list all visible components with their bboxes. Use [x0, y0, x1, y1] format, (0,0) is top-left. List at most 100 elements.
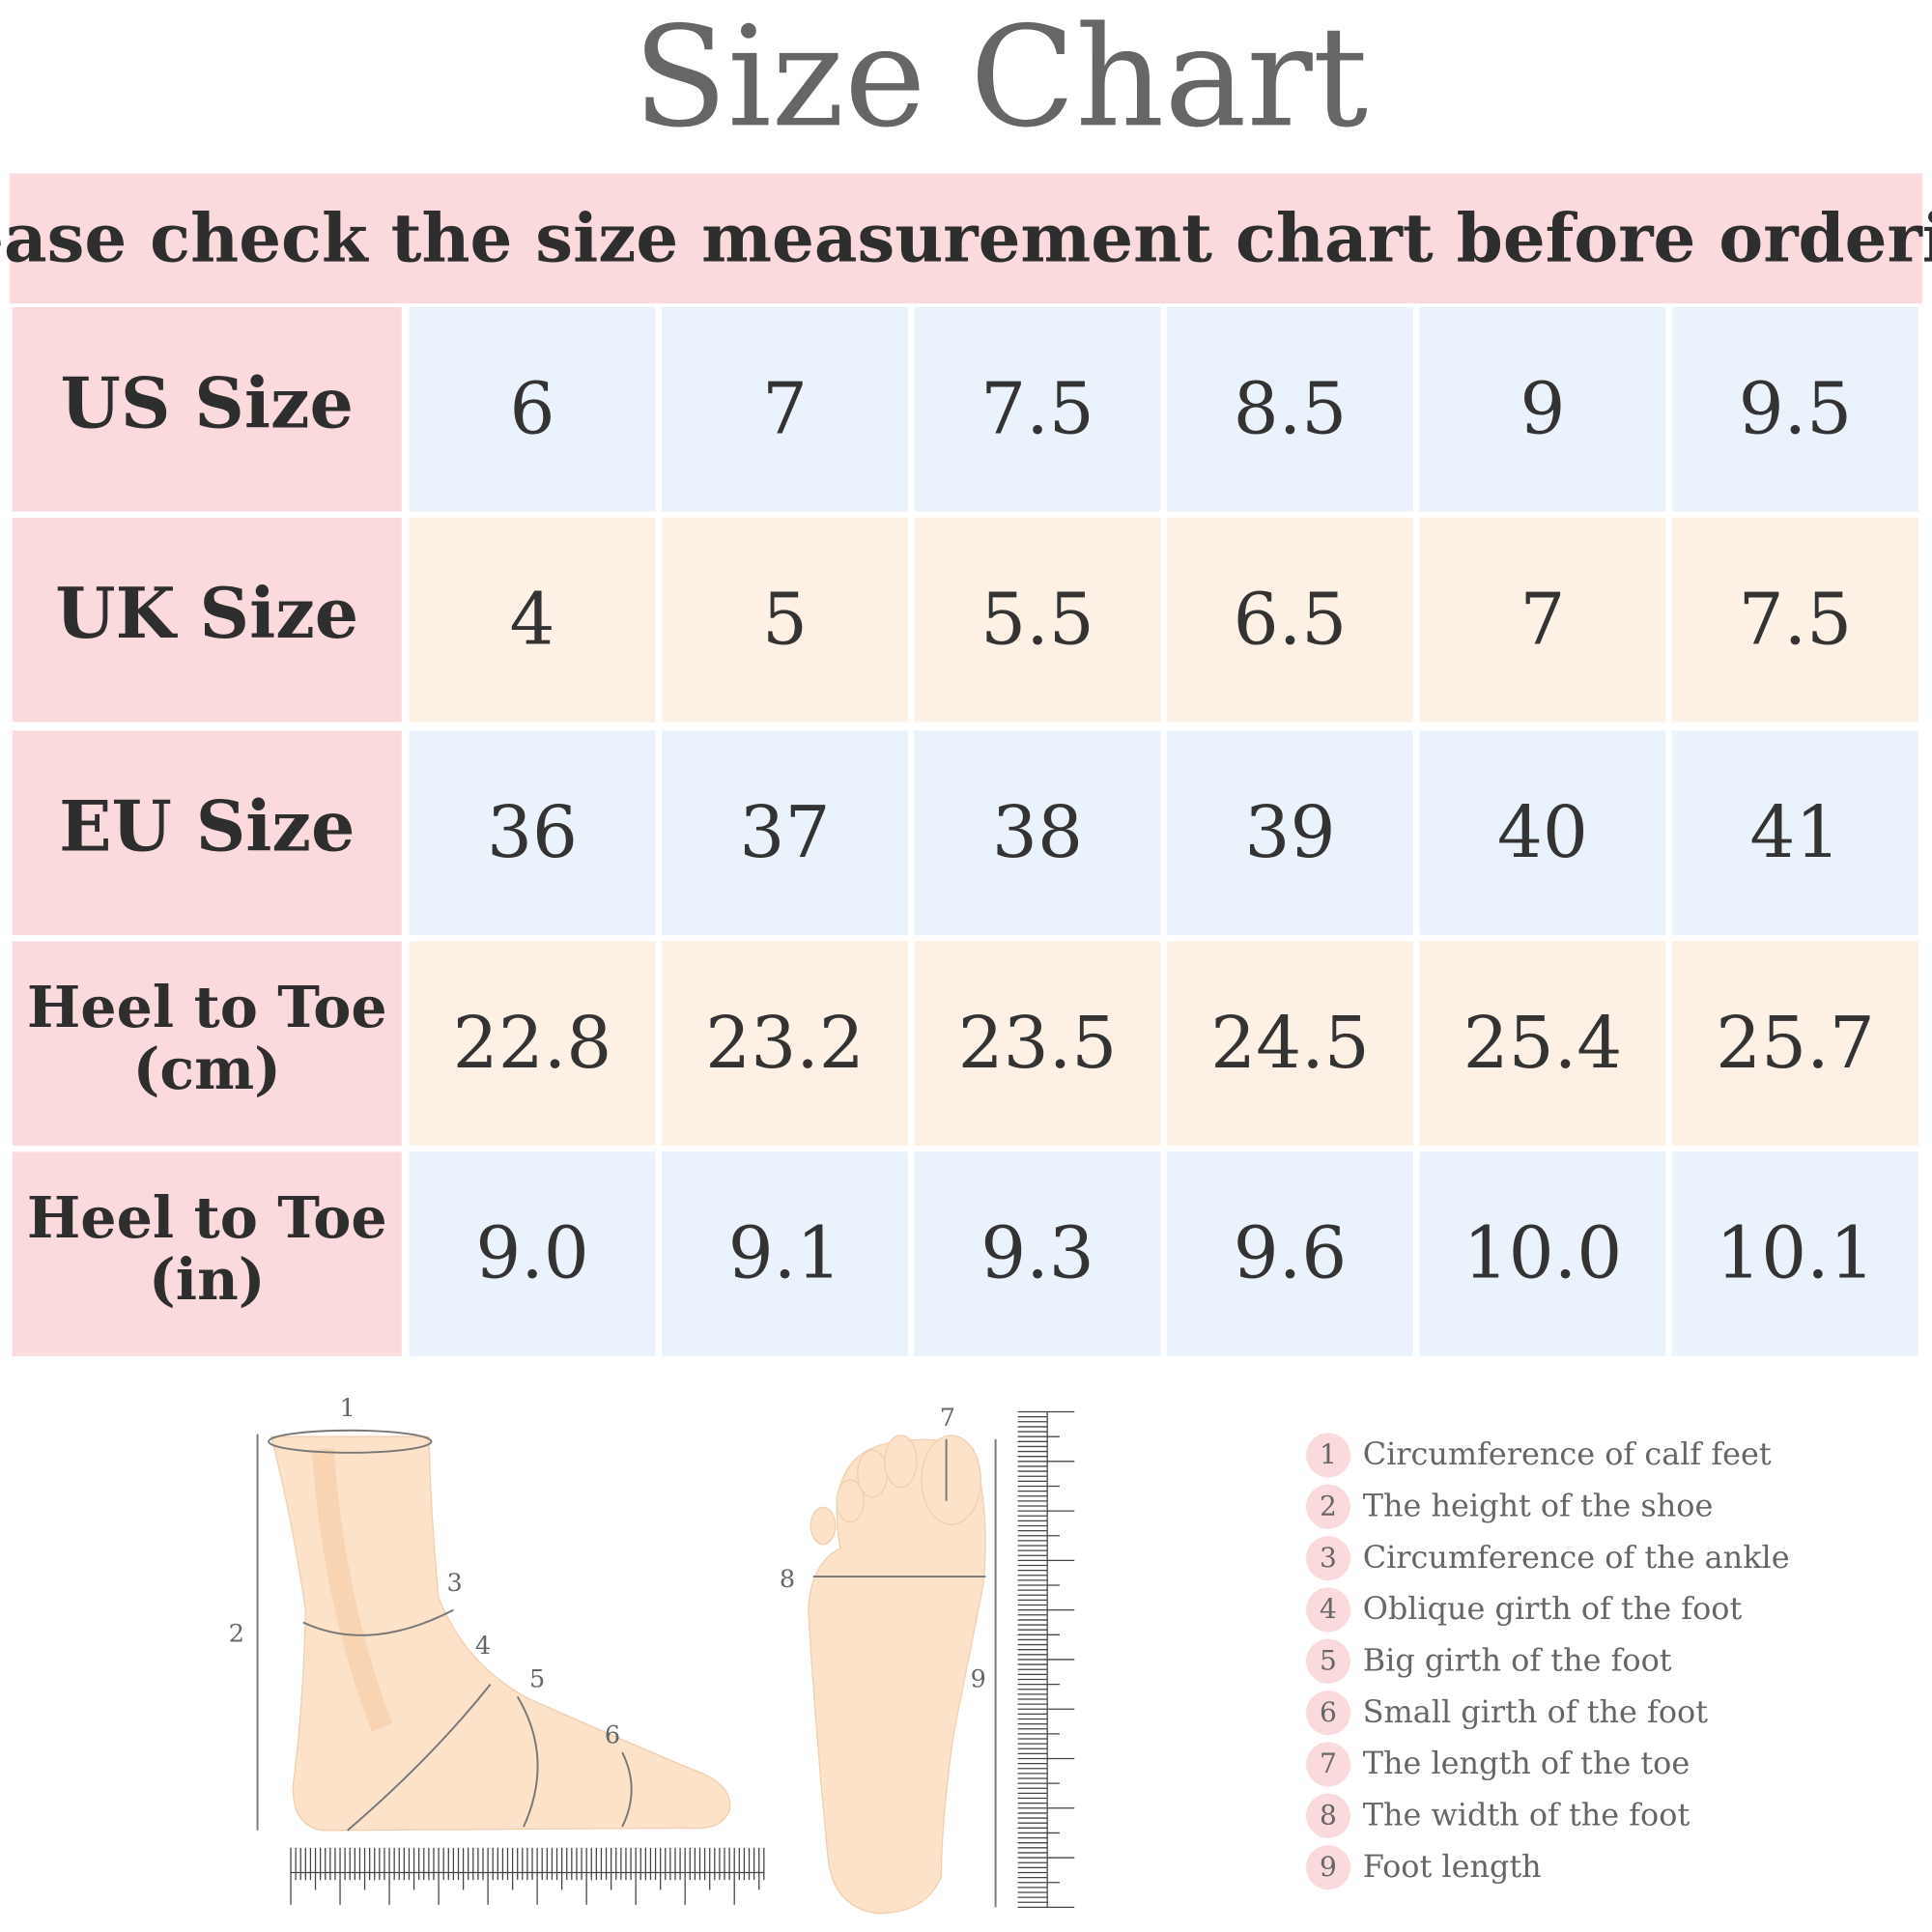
cell-value: 41 [1749, 791, 1840, 874]
cell-value: 24.5 [1210, 1002, 1370, 1085]
cell-value: 7.5 [1739, 578, 1853, 661]
cell-value: 6.5 [1234, 578, 1348, 661]
table-cell [914, 941, 1161, 1146]
side-measures [256, 1429, 633, 1832]
table-cell [661, 306, 909, 512]
row-header: UK Size [55, 573, 358, 654]
legend-badge [1306, 1484, 1350, 1529]
cell-value: 25.7 [1716, 1002, 1875, 1085]
table-cell [914, 1151, 1161, 1356]
legend-number: 4 [1320, 1593, 1337, 1625]
diagram-number: 4 [475, 1632, 491, 1661]
diagram-number: 6 [605, 1720, 620, 1749]
cell-value: 9.1 [728, 1212, 842, 1295]
table-cell [1419, 517, 1666, 723]
legend-number: 7 [1320, 1747, 1337, 1779]
legend-text: The width of the foot [1363, 1796, 1690, 1833]
cell-value: 7 [1520, 578, 1565, 661]
table-cell [914, 306, 1161, 512]
row-header: EU Size [59, 786, 355, 867]
legend-text: Big girth of the foot [1363, 1641, 1672, 1678]
diagram-number: 9 [971, 1665, 986, 1694]
row-header: Heel to Toe [27, 974, 387, 1040]
row-header: (cm) [133, 1036, 281, 1102]
legend-number: 9 [1320, 1851, 1337, 1883]
cell-value: 25.4 [1463, 1002, 1623, 1085]
ruler [1017, 1410, 1075, 1909]
legend-text: Circumference of calf feet [1363, 1435, 1772, 1472]
cell-value: 8.5 [1234, 367, 1348, 450]
table-cell [409, 941, 656, 1146]
legend-number: 1 [1320, 1438, 1337, 1470]
cell-value: 40 [1497, 791, 1588, 874]
cell-value: 23.5 [958, 1002, 1118, 1085]
table-cell [1419, 306, 1666, 512]
cell-value: 9 [1520, 367, 1565, 450]
subtitle: please check the size measurement chart … [0, 199, 1932, 277]
cell-value: 9.6 [1234, 1212, 1348, 1295]
toes [810, 1435, 981, 1546]
table-cell [1419, 730, 1666, 935]
legend-number: 6 [1320, 1696, 1337, 1728]
legend-number: 2 [1320, 1490, 1337, 1521]
legend-badge [1306, 1742, 1350, 1787]
legend-text: The length of the toe [1363, 1745, 1690, 1781]
table-cell [1166, 1151, 1414, 1356]
diagram-number: 3 [447, 1569, 463, 1598]
diagram-number: 2 [229, 1619, 244, 1648]
foot-sole [808, 1438, 986, 1915]
cell-value: 39 [1244, 791, 1335, 874]
table-cell [914, 730, 1161, 935]
cell-value: 23.2 [705, 1002, 865, 1085]
row-header: US Size [61, 362, 354, 443]
legend-text: Circumference of the ankle [1363, 1539, 1790, 1576]
diagram-number: 1 [340, 1394, 355, 1423]
table-cell [661, 730, 909, 935]
diagram-number: 5 [529, 1665, 545, 1694]
cell-value: 37 [739, 791, 830, 874]
table-cell [1671, 517, 1918, 723]
legend-badge [1306, 1433, 1350, 1478]
table-cell [1166, 730, 1414, 935]
cell-value: 9.5 [1739, 367, 1853, 450]
cell-value: 5.5 [980, 578, 1094, 661]
table-cell [661, 1151, 909, 1356]
legend-badge [1306, 1793, 1350, 1838]
table-cell [1419, 941, 1666, 1146]
legend-number: 8 [1320, 1799, 1337, 1831]
cell-value: 38 [992, 791, 1083, 874]
diagram-number: 7 [940, 1404, 955, 1433]
table-cell [1671, 941, 1918, 1146]
legend-badge [1306, 1638, 1350, 1684]
table-cell [409, 306, 656, 512]
cell-value: 10.0 [1463, 1212, 1623, 1295]
legend-number: 5 [1320, 1644, 1337, 1676]
cell-value: 5 [762, 578, 808, 661]
table-cell [409, 730, 656, 935]
cell-value: 36 [487, 791, 578, 874]
row-header-cell [12, 730, 402, 935]
diagram-number: 8 [780, 1565, 795, 1594]
legend-badge [1306, 1535, 1350, 1581]
cell-value: 7.5 [980, 367, 1094, 450]
table-cell [1671, 306, 1918, 512]
table-cell [409, 1151, 656, 1356]
subtitle-banner [10, 173, 1922, 304]
legend-text: Oblique girth of the foot [1363, 1590, 1743, 1627]
table-cell [1671, 730, 1918, 935]
legend-badge [1306, 1587, 1350, 1633]
legend-text: Foot length [1363, 1848, 1542, 1885]
ruler [290, 1847, 765, 1905]
table-cell [1166, 941, 1414, 1146]
cell-value: 9.0 [475, 1212, 589, 1295]
cell-value: 10.1 [1716, 1212, 1875, 1295]
table-cell [1671, 1151, 1918, 1356]
row-header-cell [12, 306, 402, 512]
row-header-cell [12, 1151, 402, 1356]
foot-shade [311, 1448, 393, 1732]
row-header: Heel to Toe [27, 1184, 387, 1251]
table-cell [409, 517, 656, 723]
row-header: (in) [149, 1246, 265, 1313]
